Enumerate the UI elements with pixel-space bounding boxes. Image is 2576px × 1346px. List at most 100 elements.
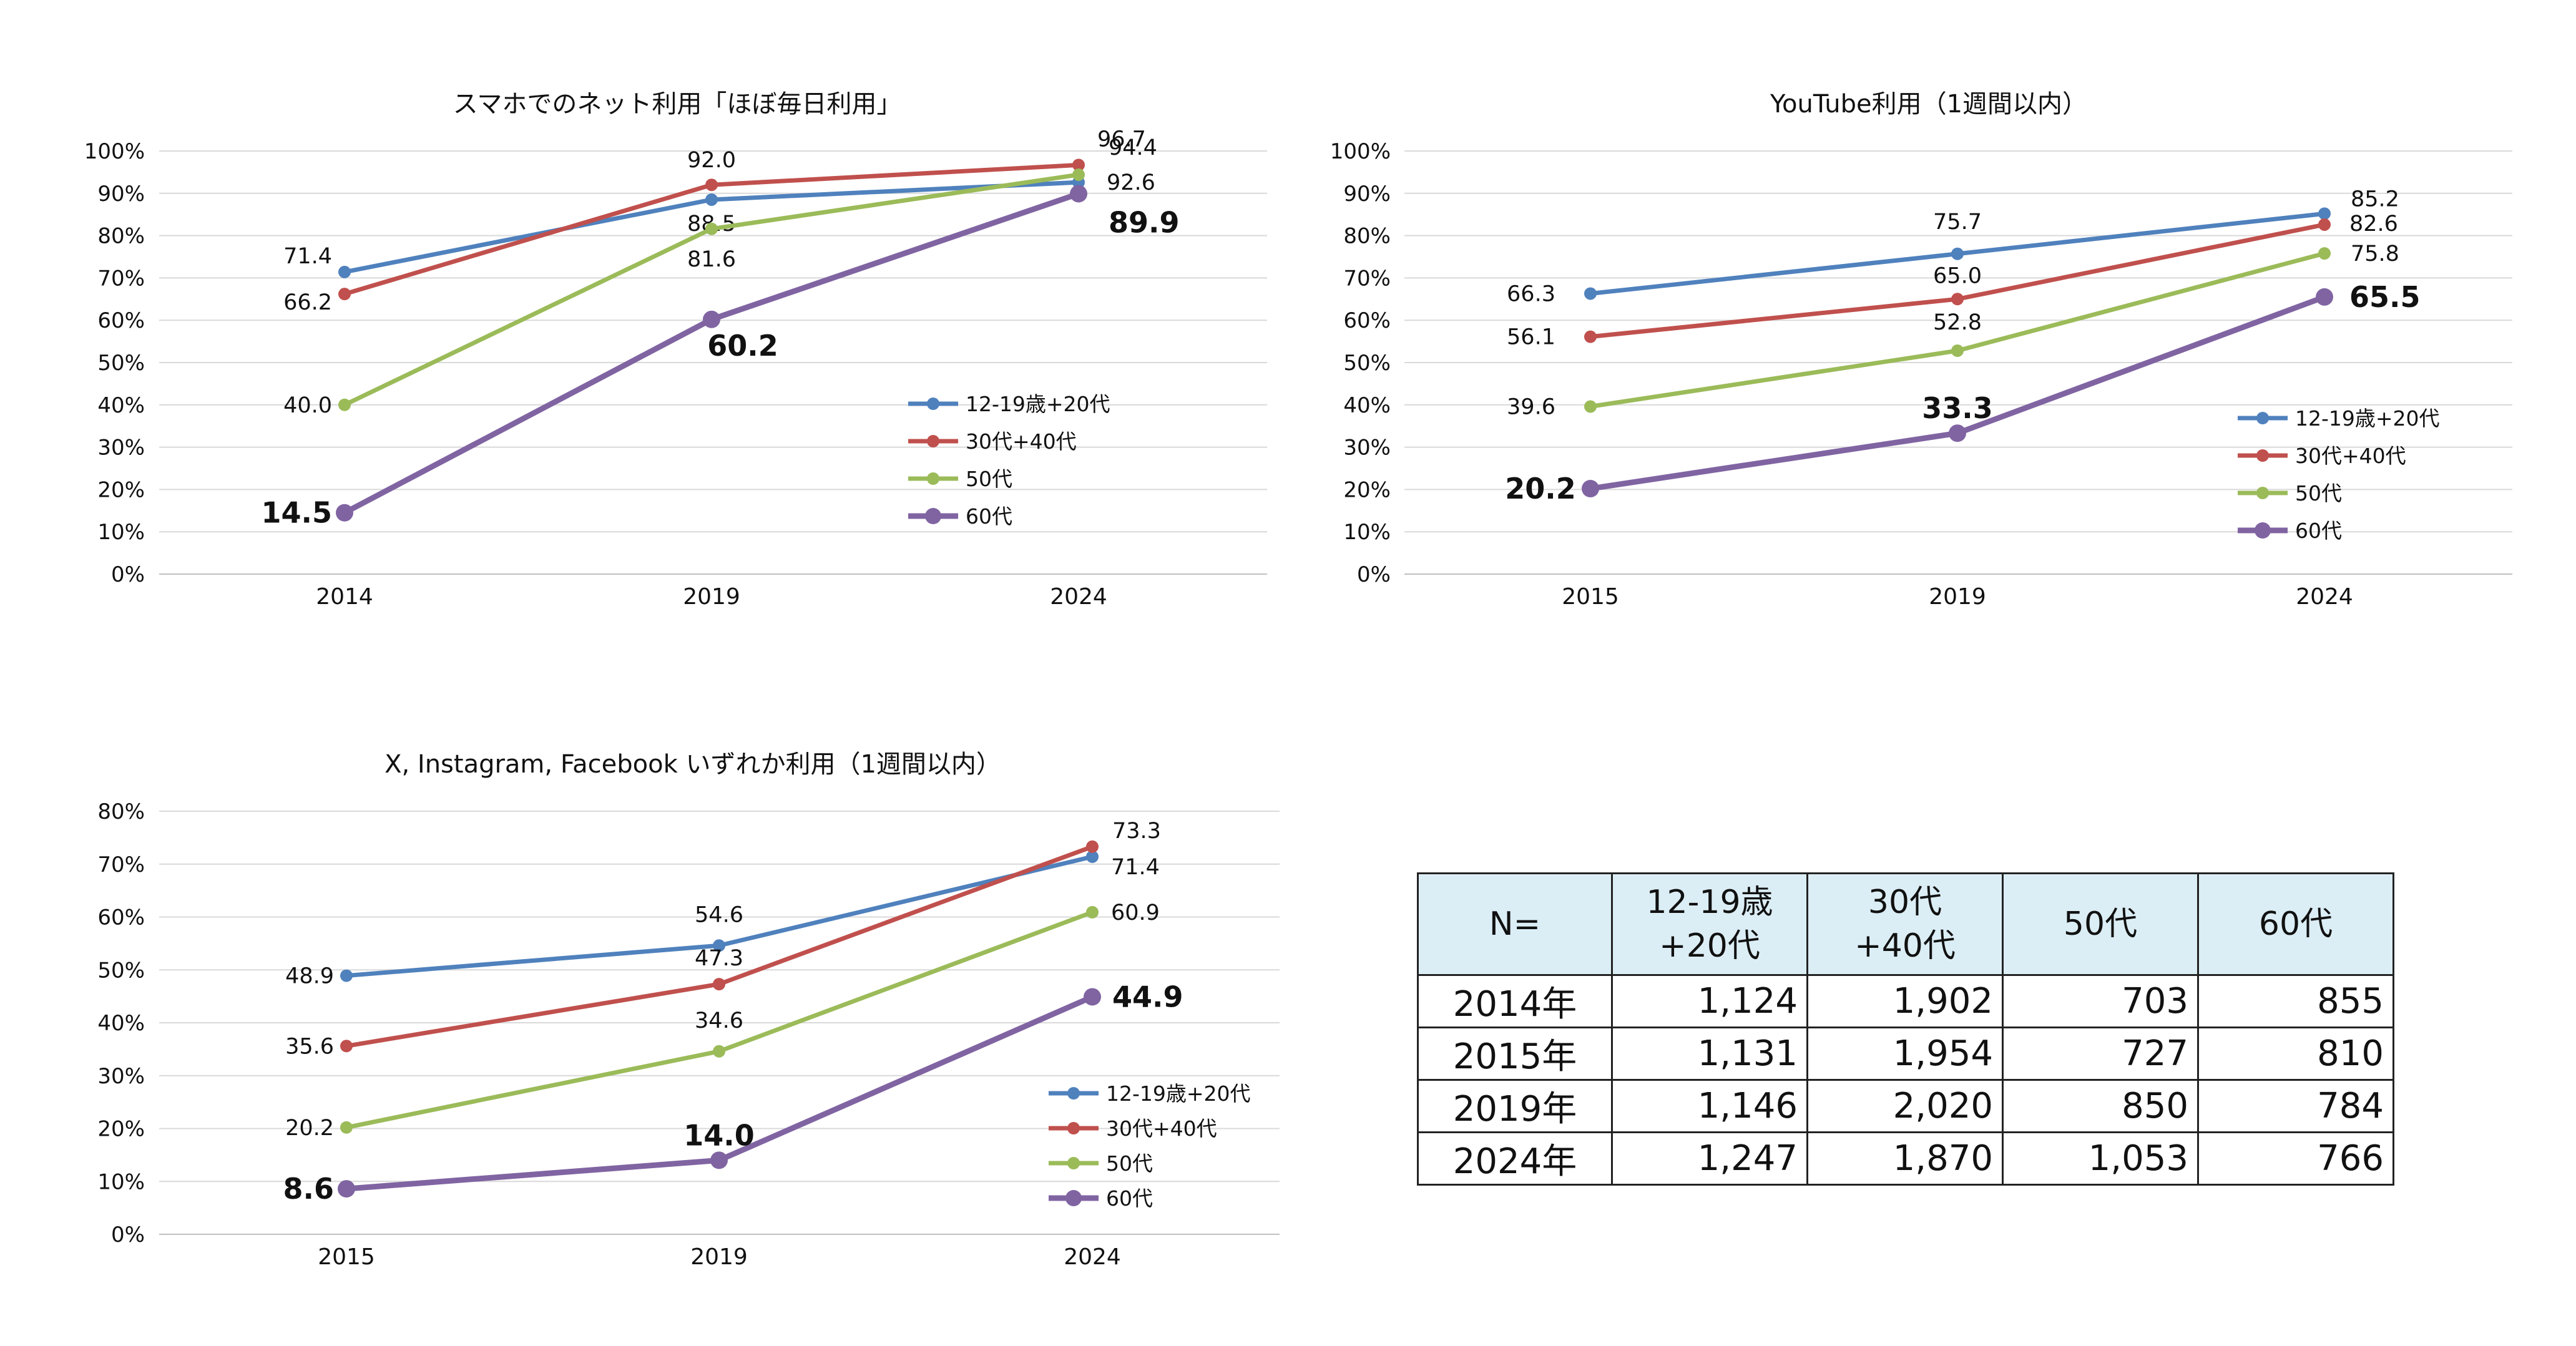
y-tick-label: 20%	[1343, 477, 1391, 502]
data-label: 44.9	[1112, 980, 1183, 1013]
data-point	[1070, 185, 1087, 203]
data-label: 71.4	[283, 244, 332, 269]
legend-marker	[1067, 1122, 1080, 1134]
table-header-30-40-line1: 30代	[1868, 884, 1942, 921]
data-label: 82.6	[2349, 212, 2398, 237]
y-tick-label: 50%	[97, 351, 145, 376]
table-row: 2015年 1,131 1,954 727 810	[1417, 1027, 2394, 1081]
data-label: 92.6	[1107, 170, 1155, 195]
table-header-30-40-line2: +40代	[1854, 927, 1956, 965]
data-label: 39.6	[1507, 395, 1555, 420]
data-label: 75.8	[2351, 241, 2399, 266]
data-label: 14.0	[683, 1118, 755, 1152]
legend-label: 60代	[1106, 1186, 1153, 1211]
data-point	[1072, 158, 1085, 172]
table-header-50s: 50代	[2002, 872, 2199, 976]
y-tick-label: 80%	[1343, 224, 1391, 249]
table-cell: 1,870	[1806, 1131, 2004, 1186]
table-cell: 2,020	[1806, 1079, 2004, 1133]
data-label: 66.3	[1507, 281, 1555, 306]
legend-label: 30代+40代	[966, 429, 1077, 454]
data-point	[338, 265, 351, 278]
data-label: 94.4	[1109, 135, 1157, 160]
y-tick-label: 50%	[97, 958, 145, 983]
data-point	[1951, 293, 1964, 306]
chart2-svg: YouTube利用（1週間以内） 0% 10% 20% 30% 40% 50% 60% 70% 8…	[1330, 90, 2512, 610]
data-label: 47.3	[695, 946, 743, 971]
data-point	[338, 288, 351, 301]
x-tick-label: 2019	[690, 1244, 748, 1270]
table-cell: 1,954	[1806, 1027, 2004, 1081]
x-tick-label: 2024	[1064, 1244, 1121, 1270]
data-point	[713, 1045, 725, 1058]
data-point	[1084, 988, 1101, 1006]
y-tick-label: 30%	[1343, 436, 1391, 461]
data-point	[2316, 288, 2333, 306]
table-cell: 727	[2002, 1027, 2199, 1081]
legend-marker	[927, 435, 939, 447]
y-tick-label: 10%	[97, 1169, 145, 1194]
legend-label: 60代	[966, 504, 1012, 529]
data-point	[1072, 168, 1085, 181]
x-tick-label: 2014	[316, 584, 373, 610]
data-label: 75.7	[1933, 210, 1982, 235]
legend-label: 12-19歳+20代	[1106, 1081, 1251, 1106]
y-tick-label: 0%	[111, 562, 145, 587]
y-tick-label: 100%	[84, 139, 145, 164]
y-tick-label: 40%	[97, 1011, 145, 1036]
data-label: 48.9	[285, 964, 334, 989]
x-tick-label: 2024	[1050, 584, 1107, 610]
y-tick-label: 90%	[1343, 182, 1391, 207]
y-tick-label: 100%	[1330, 139, 1391, 164]
table-cell-year: 2019年	[1417, 1079, 1613, 1133]
legend-label: 30代+40代	[2295, 444, 2406, 468]
table-row: 2024年 1,247 1,870 1,053 766	[1417, 1131, 2394, 1186]
data-label: 89.9	[1109, 205, 1180, 239]
data-label: 56.1	[1507, 325, 1555, 350]
data-point	[1582, 480, 1599, 498]
table-cell: 850	[2002, 1079, 2199, 1133]
data-label: 34.6	[695, 1008, 743, 1033]
legend-marker	[1065, 1190, 1082, 1206]
y-tick-label: 20%	[97, 477, 145, 502]
y-tick-label: 30%	[97, 436, 145, 461]
data-label: 40.0	[283, 393, 332, 418]
legend-marker	[1067, 1157, 1080, 1169]
legend-marker	[925, 508, 941, 524]
y-tick-label: 0%	[111, 1222, 145, 1247]
data-point	[340, 1040, 353, 1053]
chart-title: X, Instagram, Facebook いずれか利用（1週間以内）	[384, 750, 1001, 779]
table-header-12-20: 12-19歳 +20代	[1611, 872, 1808, 976]
y-tick-label: 10%	[97, 520, 145, 545]
table-header-12-20-line2: +20代	[1659, 927, 1760, 965]
chart1-svg: スマホでのネット利用「ほぼ毎日利用」 0% 10% 20% 30% 40% 50% 60% 70…	[84, 90, 1267, 610]
y-tick-label: 70%	[97, 266, 145, 291]
data-label: 65.5	[2349, 280, 2421, 314]
data-label: 35.6	[285, 1034, 334, 1059]
legend-label: 60代	[2295, 519, 2342, 543]
legend-label: 30代+40代	[1106, 1116, 1217, 1141]
data-label: 71.4	[1111, 855, 1160, 880]
y-tick-label: 20%	[97, 1117, 145, 1142]
x-tick-label: 2015	[1562, 584, 1619, 610]
legend-marker	[927, 397, 939, 410]
data-point	[705, 222, 718, 235]
x-tick-label: 2019	[683, 584, 740, 610]
y-tick-label: 30%	[97, 1064, 145, 1089]
table-cell: 1,131	[1611, 1027, 1808, 1081]
data-point	[340, 969, 353, 982]
data-point	[2318, 218, 2331, 231]
table-cell: 766	[2197, 1131, 2394, 1186]
chart-title: YouTube利用（1週間以内）	[1770, 90, 2087, 119]
data-point	[705, 193, 718, 206]
table-header-n: N=	[1417, 872, 1613, 976]
legend-label: 12-19歳+20代	[966, 392, 1110, 416]
table-row: 2019年 1,146 2,020 850 784	[1417, 1079, 2394, 1133]
data-point	[2318, 207, 2331, 220]
y-tick-label: 10%	[1343, 520, 1391, 545]
data-label: 85.2	[2351, 187, 2399, 212]
legend-label: 12-19歳+20代	[2295, 406, 2440, 431]
table-cell: 784	[2197, 1079, 2394, 1133]
data-point	[1086, 850, 1099, 863]
